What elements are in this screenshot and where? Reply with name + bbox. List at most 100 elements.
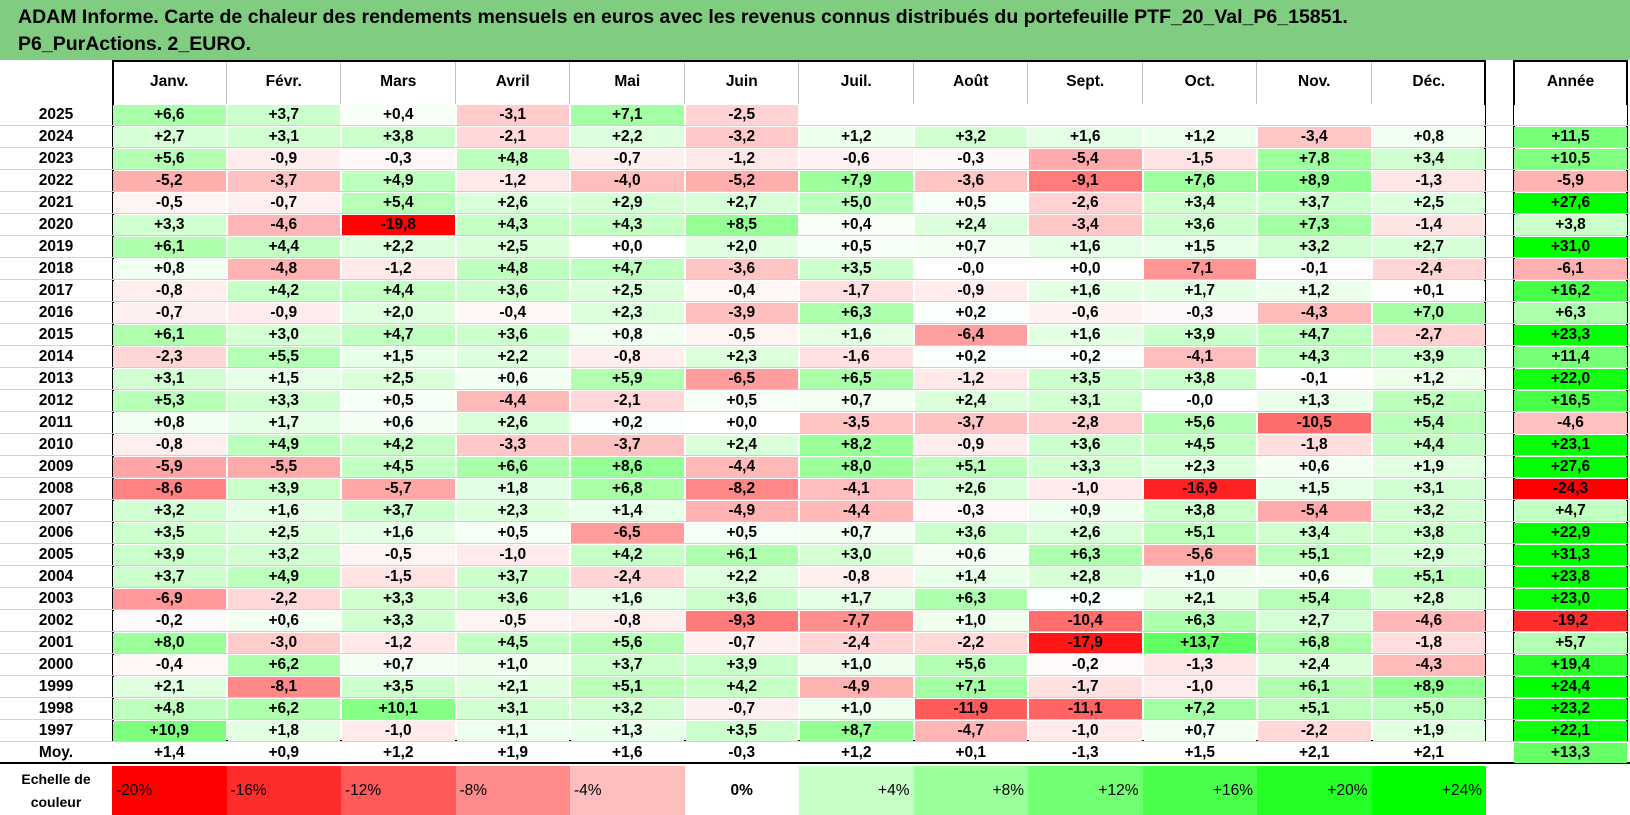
heatmap-cell [571,281,684,301]
heatmap-value: -5,7 [384,480,412,497]
heatmap-cell [1029,435,1142,455]
title-bar: ADAM Informe. Carte de chaleur des rende… [0,0,1630,60]
heatmap-value: -3,2 [728,128,756,145]
heatmap-value: +3,4 [1184,194,1216,211]
heatmap-cell [685,413,798,433]
month-header-cell [685,60,799,104]
annual-cell [1514,655,1627,675]
heatmap-value: -6,5 [613,524,641,541]
row-divider [0,499,1630,500]
heatmap-value: -3,0 [270,634,298,651]
row-divider [0,367,1630,368]
heatmap-value: +3,2 [153,502,185,519]
heatmap-cell [571,215,684,235]
heatmap-value: +2,0 [382,304,414,321]
heatmap-value: +5,2 [1413,392,1445,409]
row-divider [0,323,1630,324]
heatmap-value: +1,2 [1184,128,1216,145]
annual-value: +23,2 [1550,700,1591,717]
heatmap-cell [800,501,913,521]
annual-value: -6,1 [1557,260,1584,277]
heatmap-value: -6,5 [728,370,756,387]
heatmap-value: +1,4 [955,568,987,585]
heatmap-value: +2,7 [1298,612,1330,629]
heatmap-value: -0,5 [728,326,756,343]
month-header: Mars [380,73,417,90]
heatmap-cell [1029,303,1142,323]
heatmap-value: +13,7 [1180,634,1220,651]
annual-cell [1514,611,1627,631]
heatmap-cell [914,259,1027,279]
annual-cell [1514,303,1627,323]
heatmap-value: -0,1 [1300,370,1328,387]
heatmap-cell [571,325,684,345]
heatmap-value: +2,1 [1184,590,1216,607]
heatmap-value: +1,6 [1069,128,1101,145]
heatmap-cell [1372,501,1485,521]
average-value: +2,1 [1413,744,1445,761]
month-header-cell [799,60,914,104]
heatmap-cell [800,413,913,433]
heatmap-value: +2,8 [1069,568,1101,585]
heatmap-cell [1143,413,1256,433]
heatmap-cell [1029,655,1142,675]
heatmap-cell [1258,369,1371,389]
heatmap-value: -0,4 [155,656,183,673]
heatmap-cell [914,523,1027,543]
heatmap-cell [1029,721,1142,741]
heatmap-value: -5,4 [1071,150,1099,167]
heatmap-value: +0,8 [611,326,643,343]
heatmap-cell [113,105,226,125]
heatmap-cell [342,171,455,191]
heatmap-cell [800,347,913,367]
heatmap-cell [685,391,798,411]
scale-step-label: +24% [1441,781,1482,799]
heatmap-cell [342,655,455,675]
year-label: 2020 [38,216,74,233]
heatmap-cell [1372,171,1485,191]
annual-value: +19,4 [1550,656,1591,673]
heatmap-value: -0,3 [384,150,412,167]
heatmap-cell [800,325,913,345]
average-value: +2,1 [1298,744,1330,761]
heatmap-value: +2,0 [726,238,758,255]
heatmap-value: +7,3 [1298,216,1330,233]
annual-header: Année [1546,73,1595,90]
annual-value: +23,1 [1550,436,1591,453]
heatmap-value: +2,6 [955,480,987,497]
heatmap-value: +3,6 [955,524,987,541]
heatmap-value: +1,2 [1413,370,1445,387]
heatmap-value: -1,5 [384,568,412,585]
average-value: +1,9 [497,744,529,761]
heatmap-value: +2,3 [1184,458,1216,475]
heatmap-cell [1029,413,1142,433]
heatmap-cell [342,501,455,521]
heatmap-value: +5,5 [268,348,300,365]
heatmap-value: +1,9 [1413,722,1445,739]
heatmap-cell [342,281,455,301]
heatmap-cell [1143,325,1256,345]
heatmap-value: +10,9 [149,722,189,739]
heatmap-cell [1372,413,1485,433]
heatmap-value: +3,2 [955,128,987,145]
heatmap-value: +4,2 [382,436,414,453]
scale-swatch [112,766,227,815]
heatmap-value: +0,2 [611,414,643,431]
heatmap-value: +0,0 [726,414,758,431]
heatmap-cell [800,479,913,499]
row-divider [0,125,1630,126]
heatmap-value: +3,2 [268,546,300,563]
heatmap-value: -2,7 [1415,326,1443,343]
chart-title-line-1: ADAM Informe. Carte de chaleur des rende… [18,6,1348,28]
month-header-cell [1257,60,1372,104]
row-divider [0,433,1630,434]
heatmap-value: +0,5 [497,524,529,541]
heatmap-cell [1258,479,1371,499]
heatmap-cell [914,237,1027,257]
heatmap-cell [914,633,1027,653]
heatmap-value: +1,7 [268,414,300,431]
heatmap-value: -0,9 [957,282,985,299]
heatmap-value: +2,7 [153,128,185,145]
heatmap-value: +2,7 [1413,238,1445,255]
heatmap-cell [1029,391,1142,411]
